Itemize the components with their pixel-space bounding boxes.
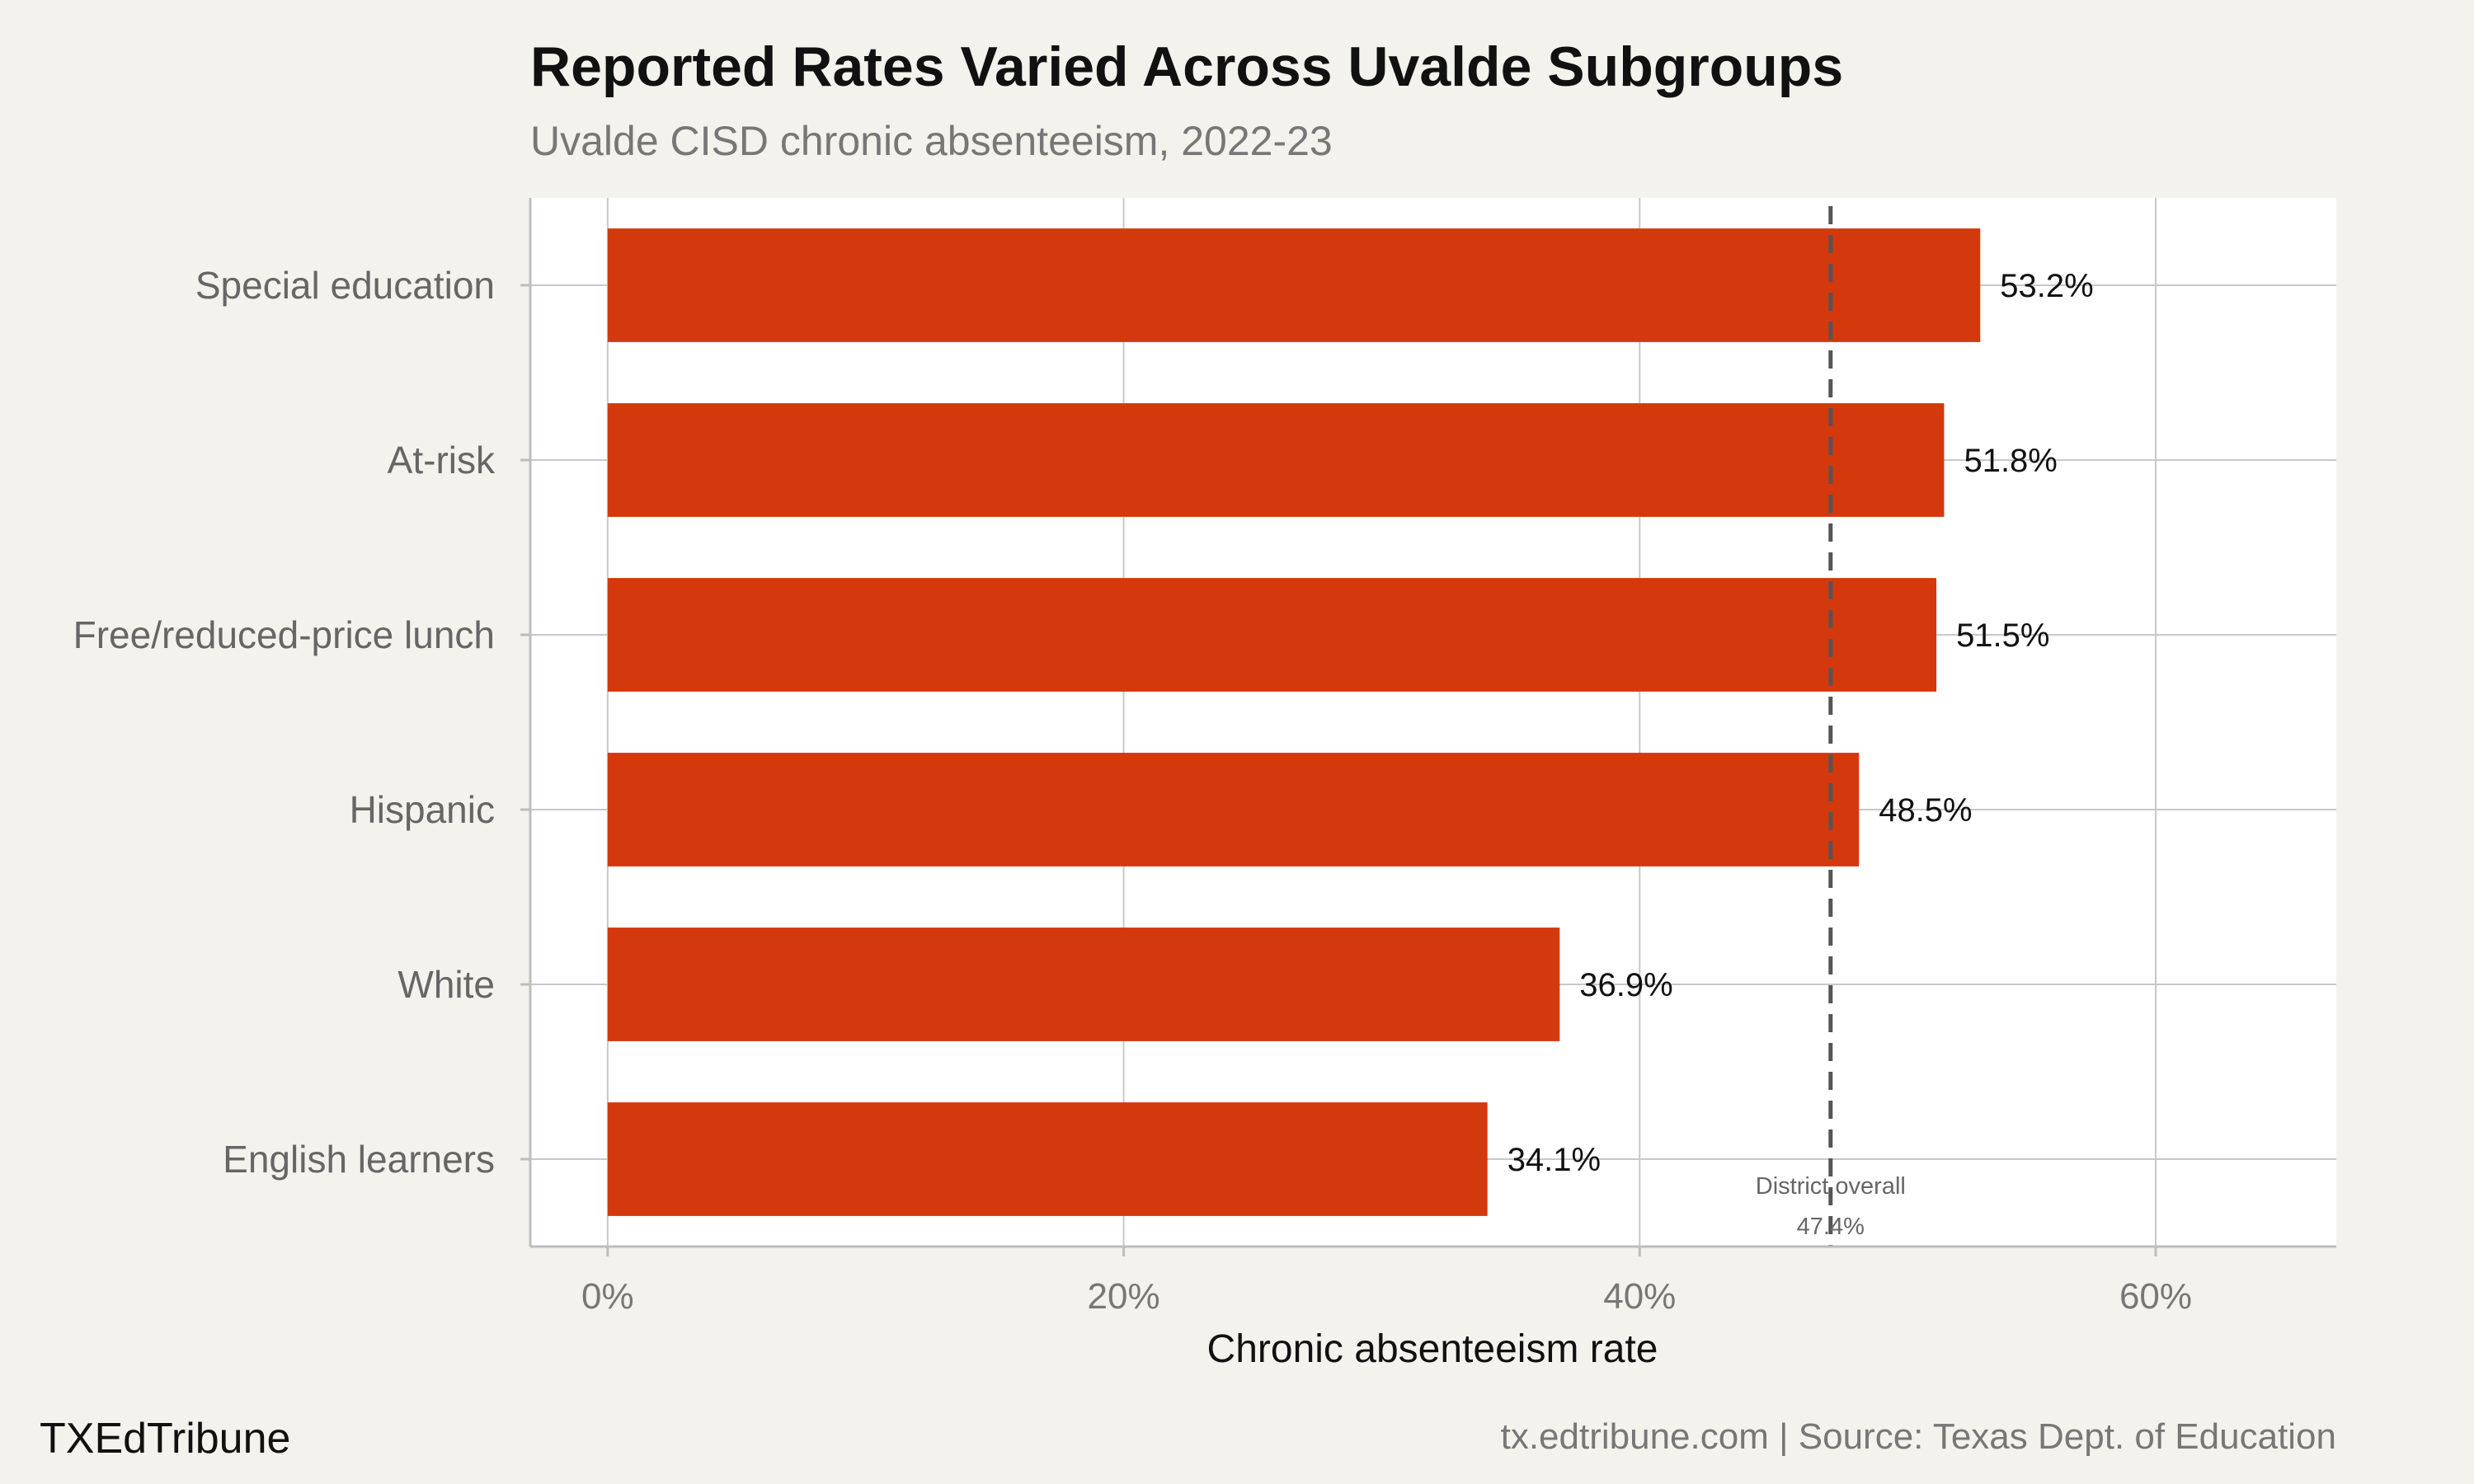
x-tick-label: 40% — [1603, 1276, 1676, 1317]
bar — [607, 403, 1945, 517]
bar — [607, 928, 1560, 1041]
category-label: Hispanic — [350, 788, 495, 831]
category-label: English learners — [223, 1138, 495, 1181]
category-label: White — [397, 963, 495, 1006]
x-tick-labels: 0% 20% 40% 60% — [581, 1276, 2192, 1317]
source-credit: tx.edtribune.com | Source: Texas Dept. o… — [1500, 1416, 2336, 1457]
category-labels: Special education At-risk Free/reduced-pri… — [73, 264, 496, 1181]
x-tick-label: 60% — [2119, 1276, 2192, 1317]
x-axis-label: Chronic absenteeism rate — [1207, 1327, 1658, 1371]
x-tick-label: 0% — [581, 1276, 634, 1317]
chart-title: Reported Rates Varied Across Uvalde Subg… — [530, 35, 1844, 98]
category-label: Free/reduced-price lunch — [73, 613, 495, 656]
bars — [607, 228, 1981, 1216]
bar-value-label: 53.2% — [2000, 268, 2093, 304]
category-label: At-risk — [388, 439, 496, 481]
value-labels: 53.2% 51.8% 51.5% 48.5% 36.9% 34.1% — [1507, 268, 2094, 1178]
bar — [607, 1102, 1488, 1216]
bar — [607, 753, 1860, 866]
reference-line-group: District overall 47.4% — [1756, 206, 1906, 1247]
bar — [607, 228, 1981, 342]
bar-value-label: 48.5% — [1879, 792, 1972, 829]
district-overall-label: District overall — [1756, 1173, 1906, 1200]
bar-value-label: 51.5% — [1956, 618, 2049, 654]
chart-subtitle: Uvalde CISD chronic absenteeism, 2022-23 — [530, 118, 1333, 164]
x-tick-label: 20% — [1088, 1276, 1160, 1317]
district-overall-value: 47.4% — [1797, 1214, 1865, 1240]
bar-value-label: 34.1% — [1507, 1142, 1601, 1178]
bar — [607, 578, 1937, 692]
category-label: Special education — [195, 264, 495, 307]
plot-panel — [530, 198, 2336, 1247]
bar-value-label: 36.9% — [1579, 967, 1672, 1003]
bar-value-label: 51.8% — [1964, 443, 2057, 479]
brand-logo-text: TXEdTribune — [40, 1415, 291, 1463]
